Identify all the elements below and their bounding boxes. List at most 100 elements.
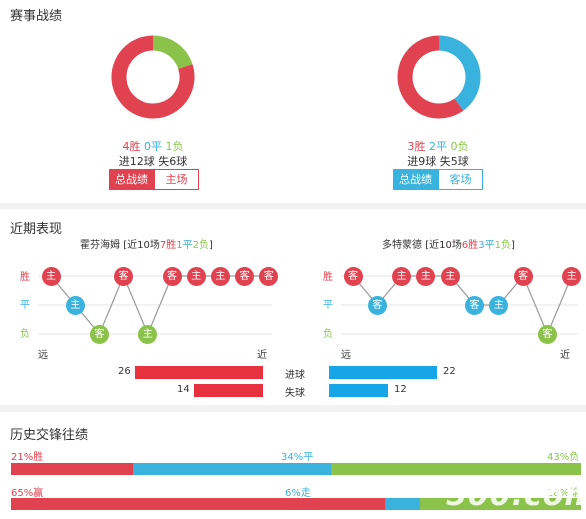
watermark-logo: 500.com: [446, 478, 586, 513]
history-handicap-segment-loss: [419, 498, 581, 510]
away-total-record-button[interactable]: 总战绩: [393, 169, 438, 190]
away-axis-loss: 负: [323, 329, 333, 340]
home-form-marker[interactable]: 客: [89, 324, 109, 344]
away-goals-bar: [329, 366, 437, 379]
away-conceded-bar: [329, 384, 388, 397]
home-conceded-value: 14: [177, 384, 190, 395]
away-recent-loss: 1负: [494, 240, 511, 251]
away-form-marker[interactable]: 主: [440, 266, 460, 286]
home-goals-bar: [135, 366, 263, 379]
home-form-marker[interactable]: 主: [138, 324, 158, 344]
away-form-line: [352, 274, 573, 336]
away-axis-win: 胜: [323, 272, 333, 283]
history-handicap-segment-win: [11, 498, 386, 510]
history-win-label: 21%胜: [11, 452, 44, 463]
history-section: 历史交锋往绩 21%胜 34%平 43%负 65%赢 6%走 28%输 500.…: [0, 412, 586, 519]
away-goals-value: 22: [443, 366, 456, 377]
section-title: 赛事战绩: [10, 9, 63, 24]
away-away-record-button[interactable]: 客场: [438, 169, 483, 190]
history-draw-label: 34%平: [281, 452, 314, 463]
away-recent-prefix: [近10场: [425, 240, 462, 251]
away-far-label: 远: [341, 350, 351, 361]
home-loss-count: 1负: [165, 140, 184, 153]
history-wdl-segment-win: [11, 463, 134, 475]
home-form-marker[interactable]: 客: [235, 266, 255, 286]
conceded-label: 失球: [285, 388, 305, 399]
away-form-marker[interactable]: 主: [562, 266, 582, 286]
away-recent-win: 6胜: [461, 240, 479, 251]
away-form-marker[interactable]: 主: [392, 266, 412, 286]
away-conceded-value: 12: [394, 384, 407, 395]
home-recent-win: 7胜: [159, 240, 177, 251]
history-handicap-push-label: 6%走: [285, 488, 311, 499]
section-title: 历史交锋往绩: [10, 428, 89, 443]
away-near-label: 近: [560, 350, 570, 361]
away-loss-count: 0负: [450, 140, 469, 153]
home-form-marker[interactable]: 主: [210, 266, 230, 286]
home-record-wdl: 4胜 0平 1负: [103, 138, 203, 154]
away-draw-count: 2平: [429, 140, 447, 153]
away-recent-draw: 3平: [478, 240, 495, 251]
history-wdl-segment-loss: [330, 463, 581, 475]
section-title: 近期表现: [10, 222, 63, 237]
home-recent-header: 霍芬海姆 [近10场7胜1平2负]: [80, 236, 213, 251]
away-donut-slice-draw: [438, 35, 481, 111]
home-form-marker[interactable]: 主: [41, 266, 61, 286]
away-win-count: 3胜: [407, 140, 426, 153]
home-conceded: 失6球: [158, 155, 188, 168]
home-recent-loss: 2负: [192, 240, 209, 251]
home-win-count: 4胜: [122, 140, 141, 153]
home-axis-draw: 平: [20, 300, 30, 311]
away-form-marker[interactable]: 客: [513, 266, 533, 286]
away-axis-draw: 平: [323, 300, 333, 311]
away-recent-suffix: ]: [510, 240, 515, 251]
home-form-marker[interactable]: 主: [65, 295, 85, 315]
home-donut-slice-win: [111, 35, 195, 119]
history-handicap-loss-label: 28%输: [547, 488, 580, 499]
history-wdl-segment-draw: [133, 463, 331, 475]
home-goals-value: 26: [118, 366, 131, 377]
recent-form-chart: [38, 274, 578, 336]
home-form-marker[interactable]: 客: [114, 266, 134, 286]
home-form-marker[interactable]: 客: [259, 266, 279, 286]
home-total-record-button[interactable]: 总战绩: [109, 169, 154, 190]
home-recent-suffix: ]: [208, 240, 213, 251]
home-form-marker[interactable]: 主: [186, 266, 206, 286]
history-handicap-win-label: 65%赢: [11, 488, 44, 499]
away-team-name: 多特蒙德: [382, 240, 422, 251]
recent-section: 近期表现 霍芬海姆 [近10场7胜1平2负] 多特蒙德 [近10场6胜3平1负]…: [0, 209, 586, 405]
away-form-marker[interactable]: 客: [537, 324, 557, 344]
away-form-marker[interactable]: 主: [489, 295, 509, 315]
away-donut-slice-win: [397, 35, 464, 119]
home-record-donut: [111, 35, 195, 119]
away-conceded: 失5球: [439, 155, 469, 168]
away-form-marker[interactable]: 客: [367, 295, 387, 315]
home-form-line: [50, 274, 269, 336]
away-form-marker[interactable]: 客: [343, 266, 363, 286]
home-goals: 进12球: [118, 155, 155, 168]
home-home-record-button[interactable]: 主场: [154, 169, 199, 190]
home-draw-count: 0平: [144, 140, 162, 153]
home-axis-win: 胜: [20, 272, 30, 283]
home-record-goals: 进12球 失6球: [103, 153, 203, 169]
home-axis-loss: 负: [20, 329, 30, 340]
home-form-marker[interactable]: 客: [162, 266, 182, 286]
home-team-name: 霍芬海姆: [80, 240, 120, 251]
home-recent-prefix: [近10场: [123, 240, 160, 251]
away-form-marker[interactable]: 客: [465, 295, 484, 315]
away-goals: 进9球: [407, 155, 437, 168]
home-far-label: 远: [38, 350, 48, 361]
away-recent-header: 多特蒙德 [近10场6胜3平1负]: [382, 236, 515, 251]
record-section: 赛事战绩 4胜 0平 1负 进12球 失6球 总战绩 主场 3胜 2平 0负 进…: [0, 0, 586, 203]
home-donut-slice-loss: [152, 35, 193, 70]
away-record-goals: 进9球 失5球: [388, 153, 488, 169]
away-record-donut: [397, 35, 481, 119]
home-recent-draw: 1平: [176, 240, 193, 251]
away-form-marker[interactable]: 主: [416, 266, 436, 286]
history-loss-label: 43%负: [547, 452, 580, 463]
home-conceded-bar: [194, 384, 263, 397]
away-record-wdl: 3胜 2平 0负: [388, 138, 488, 154]
home-near-label: 近: [257, 350, 267, 361]
history-handicap-segment-draw: [385, 498, 420, 510]
goals-label: 进球: [285, 370, 305, 381]
